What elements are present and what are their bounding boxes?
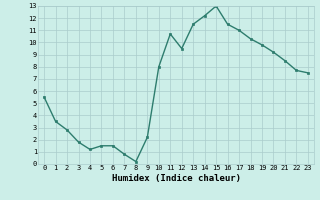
X-axis label: Humidex (Indice chaleur): Humidex (Indice chaleur) [111, 174, 241, 183]
